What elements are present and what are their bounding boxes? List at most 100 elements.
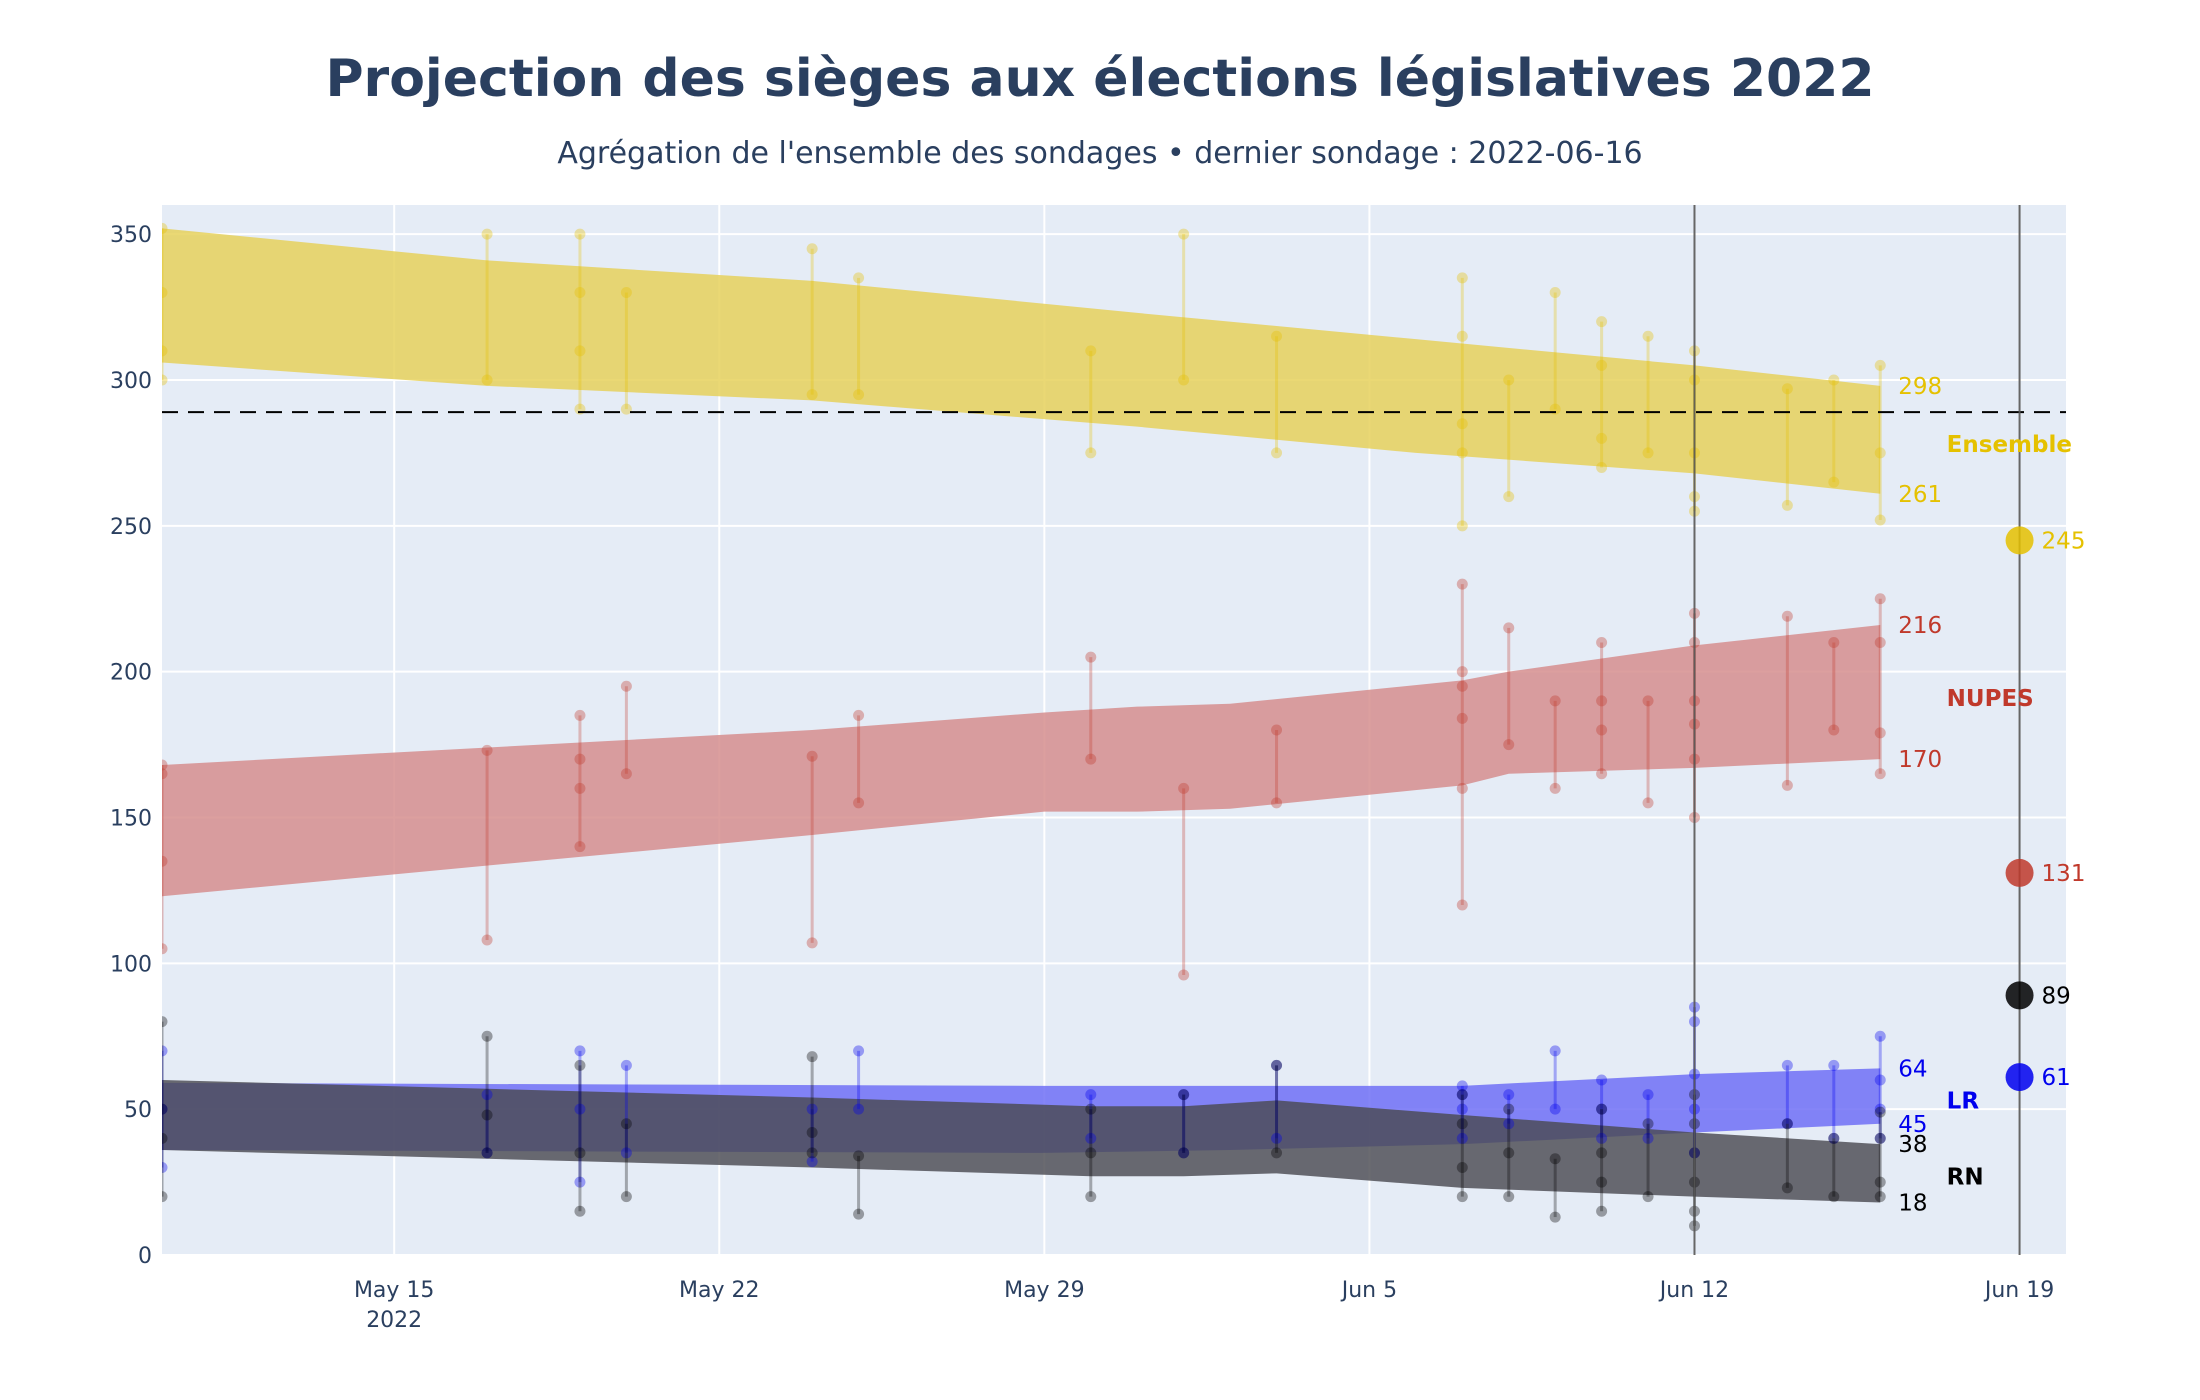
y-tick-label: 150 [110,807,152,832]
nupes-poll-point [1456,899,1468,911]
nupes-poll-point [1874,768,1886,780]
nupes-poll-point [574,753,586,765]
nupes-poll-point [1456,782,1468,794]
lr-poll-point [1596,1132,1608,1144]
rn-poll-point [1642,1191,1654,1203]
lr-poll-point [1456,1089,1468,1101]
lr-poll-point [574,1045,586,1057]
ensemble-poll-point [1085,345,1097,357]
nupes-poll-point [1596,724,1608,736]
ensemble-poll-point [1271,447,1283,459]
ensemble-poll-point [620,287,632,298]
rn-poll-point [481,1109,493,1121]
rn-poll-point [574,1205,586,1217]
nupes-poll-point [1549,782,1561,794]
y-axis-ticks: 0 50 100 150 200 250 300 350 [110,223,152,1269]
lr-poll-point [1874,1103,1886,1115]
lr-poll-point [1456,1132,1468,1144]
rn-poll-point [620,1118,632,1130]
projection-bands [162,228,1881,1203]
nupes-poll-point [1503,622,1515,634]
ensemble-poll-point [1596,316,1608,328]
lr-upper-label: 64 [1898,1056,1927,1082]
nupes-poll-point [620,680,632,692]
ensemble-poll-point [1503,374,1515,386]
rn-result-marker [2005,981,2034,1010]
lr-poll-point [1781,1118,1793,1130]
nupes-lower-label: 170 [1898,747,1942,773]
nupes-poll-point [1085,651,1097,663]
rn-poll-point [481,1030,493,1042]
rn-band [162,1080,1881,1203]
nupes-poll-point [1781,610,1793,622]
ensemble-poll-point [1271,330,1283,342]
rn-poll-point [1085,1191,1097,1203]
lr-poll-point [853,1103,865,1115]
rn-poll-point [1085,1147,1097,1159]
lr-poll-point [1596,1103,1608,1115]
ensemble-poll-point [1596,462,1608,473]
lr-poll-point [162,1162,168,1173]
lr-poll-point [806,1103,818,1115]
rn-poll-point [162,1132,168,1144]
nupes-poll-point [162,768,168,780]
nupes-result-marker [2005,858,2034,887]
lr-poll-point [1828,1059,1840,1071]
x-tick-label: Jun 19 [1983,1278,2054,1303]
nupes-poll-point [1596,695,1608,707]
lr-poll-point [481,1147,493,1159]
rn-poll-point [1503,1191,1515,1203]
x-tick-sublabel: 2022 [366,1308,422,1333]
ensemble-band [162,228,1881,494]
rn-poll-point [1642,1118,1654,1130]
ensemble-poll-point [1085,447,1097,459]
ensemble-result-marker [2005,526,2034,555]
ensemble-poll-point [806,389,818,401]
nupes-poll-point [1874,727,1886,739]
nupes-poll-point [620,768,632,780]
rn-poll-point [1503,1147,1515,1159]
rn-poll-point [1828,1132,1840,1144]
rn-poll-point [1456,1118,1468,1130]
nupes-poll-point [1828,724,1840,736]
rn-poll-point [574,1059,586,1071]
rn-poll-point [1781,1182,1793,1194]
nupes-poll-point [1596,768,1608,780]
lr-result-label: 61 [2042,1065,2071,1091]
nupes-upper-label: 216 [1898,613,1942,639]
lr-poll-point [620,1059,632,1071]
y-tick-label: 250 [110,515,152,540]
lr-poll-point [162,1045,168,1057]
chart-title: Projection des sièges aux élections légi… [325,49,1874,109]
lr-poll-point [1271,1059,1283,1071]
ensemble-poll-point [162,287,168,298]
nupes-poll-point [1874,637,1886,648]
rn-poll-point [806,1051,818,1063]
lr-poll-point [1503,1118,1515,1130]
rn-poll-point [620,1191,632,1203]
nupes-poll-point [1178,782,1190,794]
ensemble-poll-point [574,228,586,240]
rn-poll-point [1456,1191,1468,1203]
rn-poll-point [1178,1147,1190,1159]
rn-poll-point [1874,1191,1886,1203]
nupes-poll-point [1456,666,1468,678]
ensemble-poll-point [1642,330,1654,342]
ensemble-poll-point [1781,383,1793,395]
ensemble-poll-point [1828,374,1840,386]
x-tick-label: Jun 12 [1658,1278,1729,1303]
rn-result-label: 89 [2042,983,2071,1009]
ensemble-poll-point [806,243,818,255]
lr-poll-point [1642,1132,1654,1144]
nupes-poll-point [1271,724,1283,736]
y-tick-label: 100 [110,952,152,977]
ensemble-poll-point [1456,447,1468,459]
nupes-poll-point [1874,593,1886,605]
lr-poll-point [1828,1132,1840,1144]
ensemble-upper-label: 298 [1898,374,1942,400]
ensemble-poll-point [1456,520,1468,532]
rn-poll-point [853,1150,865,1162]
ensemble-poll-point [481,374,493,386]
nupes-poll-point [481,744,493,756]
nupes-poll-point [162,855,168,867]
